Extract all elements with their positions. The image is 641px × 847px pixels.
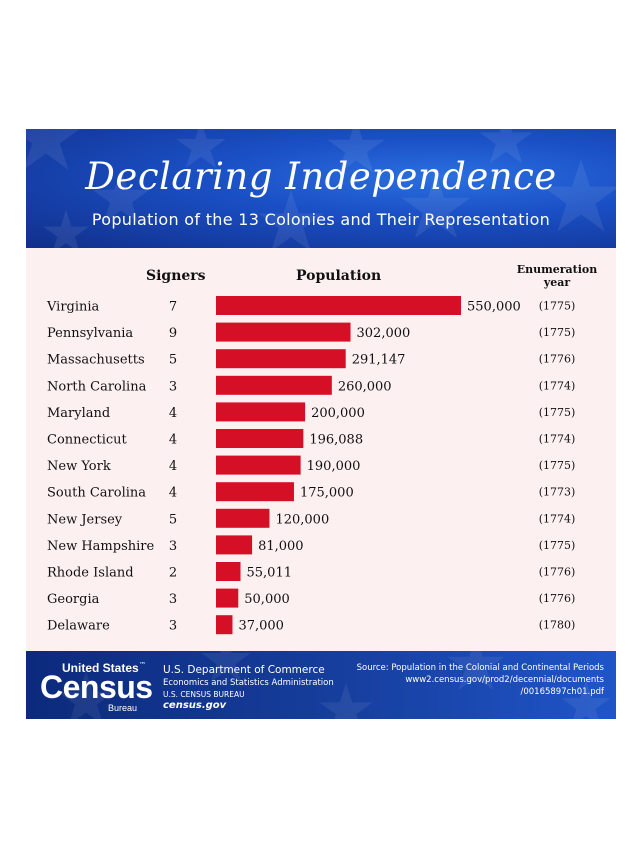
enumeration-year: (1780) (539, 619, 576, 632)
population-bar (216, 562, 241, 581)
enumeration-year: (1774) (539, 433, 576, 446)
footer-bureau: U.S. CENSUS BUREAU (163, 690, 245, 699)
enumeration-year: (1775) (539, 326, 576, 339)
footer-department: U.S. Department of Commerce (163, 664, 325, 676)
enumeration-header-line1: Enumeration (516, 263, 598, 276)
signers-value: 3 (169, 539, 177, 554)
signers-value: 7 (169, 300, 177, 315)
population-bar (216, 296, 461, 315)
population-value-label: 200,000 (311, 406, 365, 421)
signers-value: 9 (169, 326, 177, 341)
enumeration-year: (1775) (539, 406, 576, 419)
population-bar (216, 615, 233, 635)
footer-banner: United States ™ Census Bureau U.S. Depar… (26, 651, 616, 719)
header-banner: Declaring Independence Population of the… (26, 129, 616, 248)
population-value-label: 37,000 (238, 619, 284, 634)
signers-value: 3 (169, 619, 177, 634)
population-value-label: 260,000 (338, 379, 392, 394)
bar-chart-svg: Virginia 7 550,000 (1775)Pennsylvania 9 302,0… (46, 296, 576, 635)
signers-value: 4 (169, 459, 177, 474)
colony-label: New Hampshire (47, 539, 154, 554)
colony-label: Rhode Island (47, 566, 134, 581)
signers-value: 2 (169, 566, 177, 581)
signers-value: 4 (169, 406, 177, 421)
colony-label: Delaware (47, 619, 110, 634)
enumeration-year: (1775) (539, 539, 576, 552)
colony-label: Georgia (47, 592, 100, 607)
colony-label: North Carolina (47, 379, 147, 394)
colony-label: Virginia (46, 300, 100, 315)
population-bar (216, 455, 301, 475)
population-bar (216, 349, 346, 369)
population-value-label: 50,000 (244, 592, 289, 607)
colony-label: Maryland (47, 406, 110, 421)
logo-bureau: Bureau (108, 703, 138, 713)
signers-value: 3 (169, 592, 177, 607)
page-title: Declaring Independence (85, 155, 557, 198)
population-value-label: 175,000 (300, 486, 354, 501)
population-value-label: 120,000 (275, 512, 329, 527)
footer-website: census.gov (163, 700, 227, 711)
logo-tm: ™ (139, 661, 146, 669)
population-bar (216, 402, 306, 422)
colony-label: New Jersey (47, 512, 123, 527)
infographic-card: Declaring Independence Population of the… (26, 129, 616, 719)
population-bar (216, 429, 304, 448)
page-subtitle: Population of the 13 Colonies and Their … (91, 210, 551, 229)
enumeration-year: (1775) (539, 459, 576, 472)
colony-label: New York (47, 459, 111, 474)
footer-source-line3: /00165897ch01.pdf (520, 687, 605, 697)
enumeration-year: (1774) (539, 512, 576, 525)
enumeration-year: (1776) (539, 353, 576, 366)
enumeration-year: (1776) (539, 592, 576, 605)
population-value-label: 291,147 (352, 353, 406, 368)
population-value-label: 55,011 (247, 566, 292, 581)
footer-source-line2: www2.census.gov/prod2/decennial/document… (405, 675, 604, 685)
logo-census-word: Census (40, 669, 153, 705)
enumeration-header-line2: year (543, 276, 571, 289)
population-bar (216, 482, 294, 502)
colony-label: South Carolina (47, 486, 146, 501)
signers-column-header: Signers (146, 268, 206, 284)
colony-label: Connecticut (47, 433, 128, 448)
population-bar (216, 322, 351, 342)
enumeration-year: (1775) (539, 300, 576, 313)
population-bar (216, 375, 332, 395)
enumeration-year: (1776) (539, 566, 576, 579)
logo-line1: United States (62, 661, 139, 675)
signers-value: 5 (169, 353, 177, 368)
enumeration-column-header: Enumeration year (504, 263, 610, 289)
population-value-label: 190,000 (307, 459, 361, 474)
signers-value: 5 (169, 512, 177, 527)
signers-value: 4 (169, 486, 177, 501)
colony-label: Pennsylvania (47, 326, 133, 341)
footer-source-line1: Source: Population in the Colonial and C… (356, 663, 604, 673)
population-value-label: 302,000 (357, 326, 411, 341)
population-value-label: 550,000 (467, 300, 521, 315)
population-column-header: Population (296, 268, 382, 284)
signers-value: 4 (169, 433, 177, 448)
chart-area: Signers Population Enumeration year Virg… (26, 248, 616, 651)
population-value-label: 196,088 (309, 433, 363, 448)
colony-label: Massachusetts (47, 353, 145, 368)
population-value-label: 81,000 (258, 539, 304, 554)
population-bar (216, 535, 253, 555)
population-bar (216, 508, 270, 528)
population-bar (216, 588, 239, 608)
footer-administration: Economics and Statistics Administration (163, 678, 334, 688)
census-logo: United States ™ Census Bureau (40, 661, 153, 713)
enumeration-year: (1774) (539, 379, 576, 392)
enumeration-year: (1773) (539, 486, 576, 499)
signers-value: 3 (169, 379, 177, 394)
